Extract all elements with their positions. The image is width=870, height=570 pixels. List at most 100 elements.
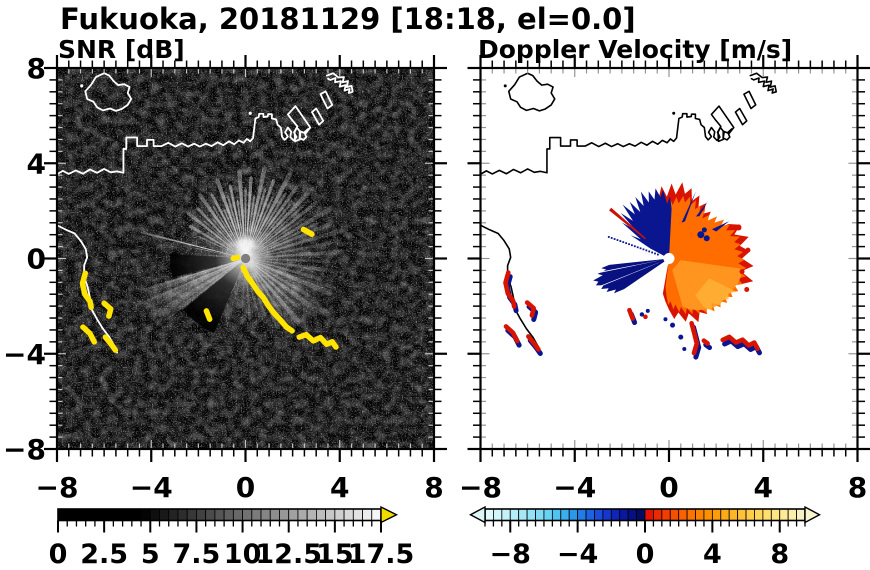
colorbar-segment — [94, 508, 105, 521]
vel-red-dot — [643, 314, 648, 320]
vel-dotted-ray-dot — [654, 252, 656, 255]
colorbar-tick-label: 0 — [636, 539, 655, 570]
colorbar-segment — [168, 508, 179, 521]
colorbar-segment — [653, 508, 663, 521]
colorbar-segment — [526, 508, 536, 521]
vel-navy-spike — [711, 221, 730, 232]
vel-navy-dot — [697, 231, 705, 239]
vel-chain-red — [720, 334, 760, 352]
colorbar-segment — [644, 508, 654, 521]
colorbar-segment — [678, 508, 688, 521]
vel-yellow-outer-spikes — [695, 278, 737, 311]
vel-chain-red — [627, 307, 636, 321]
vel-red-dot — [745, 247, 751, 253]
snr-hot-chain — [80, 324, 97, 345]
snr-hot-chain — [79, 270, 94, 311]
vel-echo-group — [592, 182, 754, 351]
vel-dotted-ray-dot — [610, 237, 613, 239]
coastline-port-rect — [743, 90, 757, 110]
colorbar-segment — [57, 508, 68, 521]
vel-thin-ray — [632, 250, 663, 258]
vel-dotted-ray-dot — [642, 248, 645, 251]
y-tick-label: 4 — [27, 147, 46, 180]
vel-white-gap — [601, 262, 660, 287]
snr-coastline-group — [57, 72, 354, 354]
colorbar-segment — [371, 508, 382, 521]
colorbar-segment — [122, 508, 133, 521]
colorbar-segment — [343, 508, 354, 521]
colorbar-segment — [205, 508, 216, 521]
colorbar-segment — [288, 508, 299, 521]
vel-navy-dot — [678, 334, 684, 340]
colorbar-over-arrow — [804, 505, 821, 524]
colorbar-segment — [269, 508, 280, 521]
y-tick-label: 8 — [27, 52, 46, 85]
colorbar-segment — [149, 508, 160, 521]
y-tick-label: 0 — [27, 243, 46, 276]
colorbar-tick-label: 12.5 — [255, 539, 322, 570]
colorbar-segment — [362, 508, 373, 521]
x-tick-label: 0 — [236, 471, 255, 504]
colorbar-segment — [703, 508, 713, 521]
colorbar-segment — [787, 508, 797, 521]
colorbar-segment — [315, 508, 327, 521]
coastline-main — [57, 112, 310, 176]
axes-layer: −8 −4 0 4 8 8 4 0 −4 −8 −8 −4 0 4 8 — [3, 52, 870, 504]
vel-navy-dot — [670, 322, 676, 328]
colorbar-tick-label: 17.5 — [348, 539, 415, 570]
coastline-west-shore — [57, 224, 118, 354]
colorbar-segment — [585, 508, 595, 521]
vel-navy-dot — [703, 235, 710, 242]
colorbar-segment — [509, 508, 520, 521]
snr-hot-chain — [240, 264, 295, 334]
colorbar-segment — [535, 508, 545, 521]
colorbar-segment — [568, 508, 579, 521]
vel-axes: −8 −4 0 4 8 — [459, 55, 870, 504]
colorbar-segment — [770, 508, 781, 521]
y-tick-label: −4 — [3, 338, 46, 371]
vel-dotted-ray-dot — [619, 240, 622, 242]
x-tick-label: 4 — [754, 471, 773, 504]
coastline-dot — [80, 84, 84, 88]
snr-hot-chain — [300, 226, 315, 237]
colorbar-segment — [669, 508, 680, 521]
x-tick-label: 0 — [659, 471, 678, 504]
colorbar-segment — [602, 508, 612, 521]
colorbar-segment — [279, 508, 290, 521]
colorbar-segment — [159, 508, 170, 521]
coastline-port-pier — [287, 105, 312, 143]
snr-panel — [57, 68, 434, 449]
colorbar-segment — [594, 508, 604, 521]
snr-axes: −8 −4 0 4 8 8 4 0 −4 −8 — [3, 52, 447, 504]
vel-navy-dot — [639, 312, 645, 317]
x-tick-label: −8 — [459, 471, 502, 504]
snr-hot-chain — [102, 334, 119, 353]
colorbar-segment — [695, 508, 705, 521]
colorbar-segment — [232, 508, 243, 521]
vel-panel-title: Doppler Velocity [m/s] — [478, 35, 792, 64]
vel-navy-spike — [681, 191, 696, 223]
colorbar-segment — [352, 508, 363, 521]
colorbar-segment — [334, 508, 345, 521]
colorbar-segment — [76, 508, 87, 521]
colorbar-segment — [661, 508, 671, 521]
vel-chain-red — [503, 270, 517, 309]
vel-chain-red — [524, 300, 537, 318]
snr-panel-title: SNR [dB] — [58, 35, 185, 64]
snr-hot-chain — [101, 300, 114, 319]
colorbar-tick-label: 15 — [316, 539, 354, 570]
x-tick-label: −4 — [130, 471, 173, 504]
vel-chain-red — [526, 334, 541, 352]
colorbar-segment — [112, 508, 124, 521]
colorbar-segment — [214, 508, 225, 521]
x-tick-label: 8 — [848, 471, 867, 504]
vel-colorbar: −8 −4 0 4 8 — [469, 505, 821, 570]
snr-radar-hub — [241, 253, 251, 264]
vel-white-gap — [592, 260, 659, 275]
vel-dotted-ray-dot — [631, 244, 633, 247]
x-tick-label: 4 — [330, 471, 349, 504]
colorbar-tick-label: −4 — [557, 539, 598, 570]
colorbar-tick-label: 7.5 — [173, 539, 221, 570]
